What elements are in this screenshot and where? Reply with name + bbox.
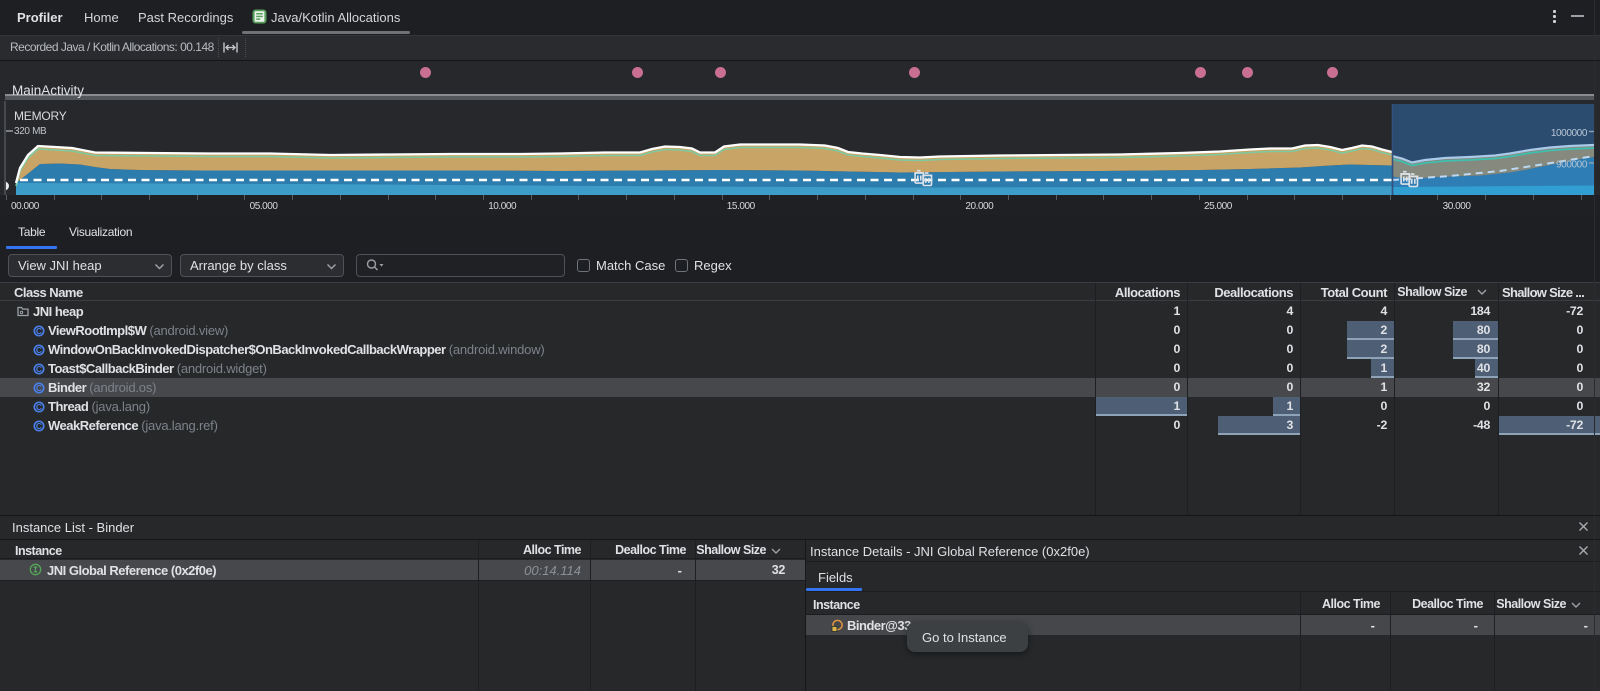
- svg-text:C: C: [36, 383, 42, 393]
- svg-text:1000000: 1000000: [1551, 128, 1588, 139]
- svg-text:C: C: [36, 421, 42, 431]
- svg-text:C: C: [36, 326, 42, 336]
- svg-text:C: C: [36, 402, 42, 412]
- svg-text:C: C: [36, 364, 42, 374]
- svg-text:C: C: [36, 345, 42, 355]
- svg-text:900000: 900000: [1556, 160, 1588, 171]
